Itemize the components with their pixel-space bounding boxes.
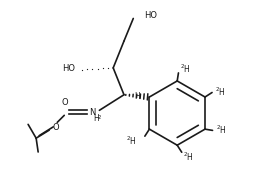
- Text: 2: 2: [98, 115, 101, 120]
- Text: O: O: [53, 123, 59, 132]
- Text: $^{2}$H: $^{2}$H: [216, 124, 226, 136]
- Text: $^{2}$H: $^{2}$H: [126, 134, 136, 147]
- Text: O: O: [62, 98, 69, 107]
- Text: H: H: [134, 92, 140, 101]
- Text: N: N: [89, 108, 95, 117]
- Text: HO: HO: [144, 12, 157, 20]
- Text: $^{2}$H: $^{2}$H: [215, 85, 225, 98]
- Text: H: H: [93, 114, 99, 123]
- Text: HO: HO: [62, 64, 75, 73]
- Text: $^{2}$H: $^{2}$H: [180, 63, 191, 75]
- Text: $^{2}$H: $^{2}$H: [183, 150, 194, 163]
